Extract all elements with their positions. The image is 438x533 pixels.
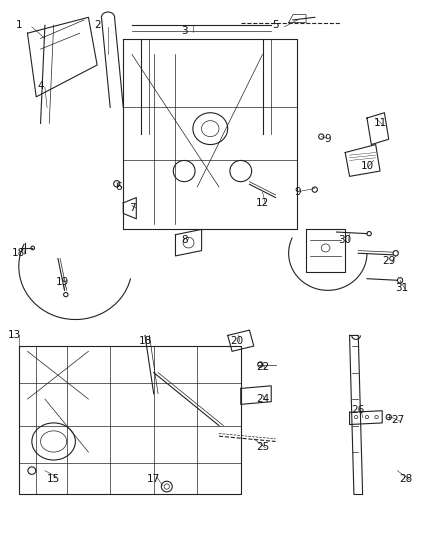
Text: 2: 2 bbox=[94, 20, 100, 30]
Text: 18: 18 bbox=[12, 248, 25, 259]
Text: 9: 9 bbox=[325, 134, 331, 144]
Text: 27: 27 bbox=[391, 415, 404, 425]
Text: 11: 11 bbox=[374, 118, 387, 128]
Text: 4: 4 bbox=[37, 81, 44, 91]
Text: 30: 30 bbox=[339, 235, 352, 245]
Text: 22: 22 bbox=[256, 362, 269, 372]
Text: 26: 26 bbox=[352, 405, 365, 415]
Text: 29: 29 bbox=[382, 256, 396, 266]
Text: 12: 12 bbox=[256, 198, 269, 208]
Text: 13: 13 bbox=[8, 330, 21, 341]
Text: 5: 5 bbox=[272, 20, 279, 30]
Text: 25: 25 bbox=[256, 442, 269, 452]
Text: 10: 10 bbox=[360, 161, 374, 171]
Text: 15: 15 bbox=[47, 474, 60, 483]
Text: 1: 1 bbox=[15, 20, 22, 30]
Text: 7: 7 bbox=[129, 203, 135, 213]
Text: 24: 24 bbox=[256, 394, 269, 404]
Text: 6: 6 bbox=[116, 182, 122, 192]
Text: 20: 20 bbox=[230, 336, 243, 346]
Text: 18: 18 bbox=[138, 336, 152, 346]
Text: 31: 31 bbox=[395, 282, 408, 293]
Text: 19: 19 bbox=[56, 277, 69, 287]
Text: 8: 8 bbox=[181, 235, 187, 245]
Text: 3: 3 bbox=[181, 26, 187, 36]
Text: 28: 28 bbox=[399, 474, 413, 483]
Text: 9: 9 bbox=[294, 187, 300, 197]
Text: 17: 17 bbox=[147, 474, 160, 483]
